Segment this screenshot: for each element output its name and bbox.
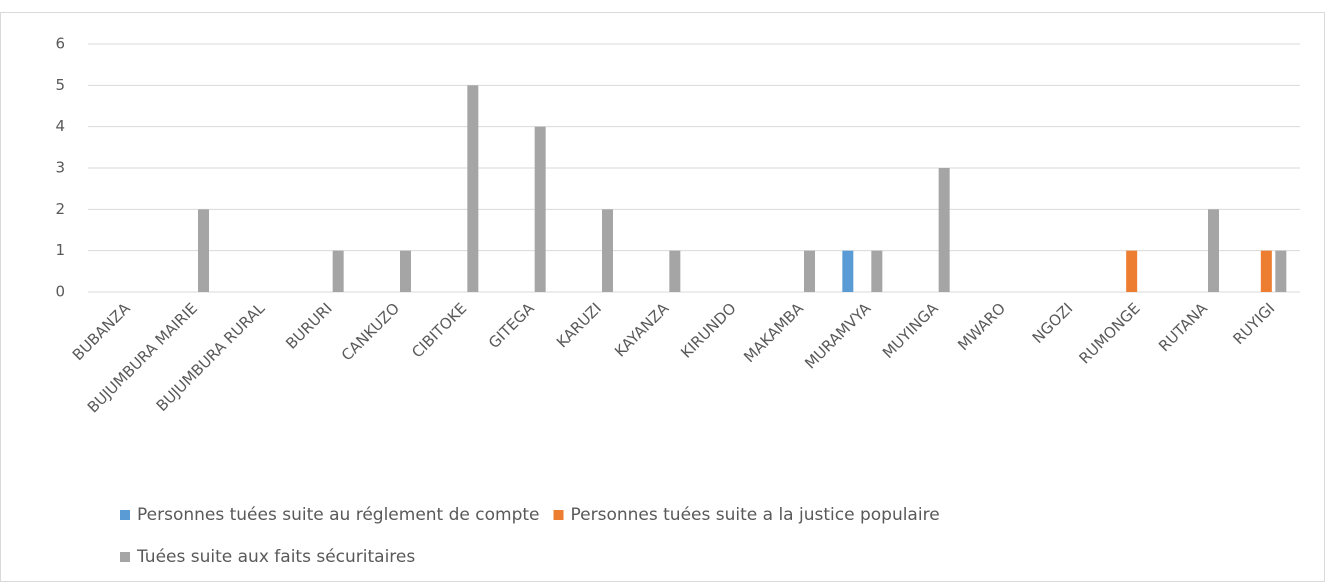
bar (804, 250, 815, 292)
y-tick-label: 0 (55, 283, 65, 301)
legend-label: Personnes tuées suite au réglement de co… (137, 505, 540, 525)
y-tick-label: 2 (55, 200, 65, 218)
y-tick-label: 3 (55, 159, 65, 177)
legend-swatch (120, 552, 130, 562)
bar (534, 126, 546, 293)
bar (467, 85, 479, 292)
chart-frame (0, 12, 1325, 582)
y-tick-label: 4 (55, 117, 65, 135)
bar (332, 250, 344, 292)
bar (938, 168, 950, 292)
bar (669, 250, 681, 292)
legend-label: Personnes tuées suite a la justice popul… (571, 505, 940, 525)
y-tick-label: 6 (55, 35, 65, 53)
bar (1275, 250, 1287, 292)
legend-swatch (120, 510, 130, 520)
bar (871, 250, 883, 292)
bar (842, 250, 854, 292)
bar (1260, 250, 1272, 292)
y-tick-label: 5 (55, 76, 65, 94)
bar (1126, 250, 1138, 292)
legend-label: Tuées suite aux faits sécuritaires (136, 547, 415, 567)
y-tick-label: 1 (55, 241, 65, 259)
bar (602, 209, 613, 292)
legend-swatch (553, 510, 564, 520)
bar (1208, 209, 1219, 292)
bar (400, 250, 411, 292)
bar (198, 209, 209, 292)
